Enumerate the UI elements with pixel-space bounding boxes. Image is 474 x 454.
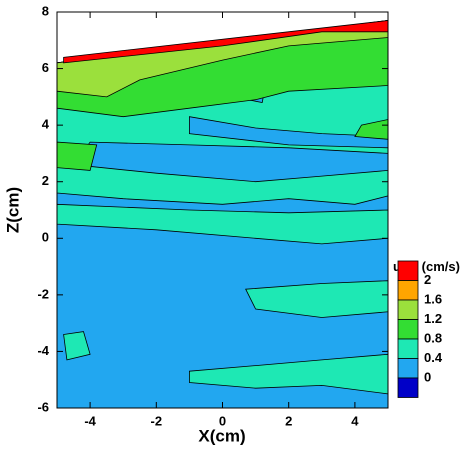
colorbar-swatch [397,299,419,320]
x-tick-label: 0 [219,413,226,428]
contour-region [56,141,98,171]
colorbar-swatch [397,377,419,398]
colorbar-label: 1.6 [424,291,442,306]
colorbar-label: 0.4 [424,350,443,365]
colorbar-swatch [397,260,419,281]
colorbar-label: 1.2 [424,311,442,326]
colorbar-label: 0.8 [424,330,442,345]
y-tick-label: 2 [42,173,49,188]
colorbar-unit: (cm/s) [422,259,460,274]
x-tick-label: 2 [285,413,292,428]
x-axis-label: X(cm) [198,426,245,445]
x-tick-label: 4 [351,413,359,428]
y-tick-label: 6 [42,60,49,75]
colorbar-label: 0 [424,369,431,384]
y-tick-label: -6 [37,399,49,414]
colorbar-label: 2 [424,272,431,287]
colorbar-swatch [397,358,419,379]
colorbar-symbol: u [393,259,401,274]
colorbar-swatch [397,338,419,359]
y-tick-label: 8 [42,3,49,18]
y-tick-label: 0 [42,230,49,245]
x-tick-label: -4 [84,413,96,428]
x-tick-label: -2 [151,413,163,428]
contour-region [63,331,91,361]
y-tick-label: 4 [42,117,50,132]
y-tick-label: -4 [37,343,49,358]
y-tick-label: -2 [37,286,49,301]
colorbar-swatch [397,319,419,340]
y-axis-label: Z(cm) [3,187,22,233]
colorbar-swatch [397,280,419,301]
